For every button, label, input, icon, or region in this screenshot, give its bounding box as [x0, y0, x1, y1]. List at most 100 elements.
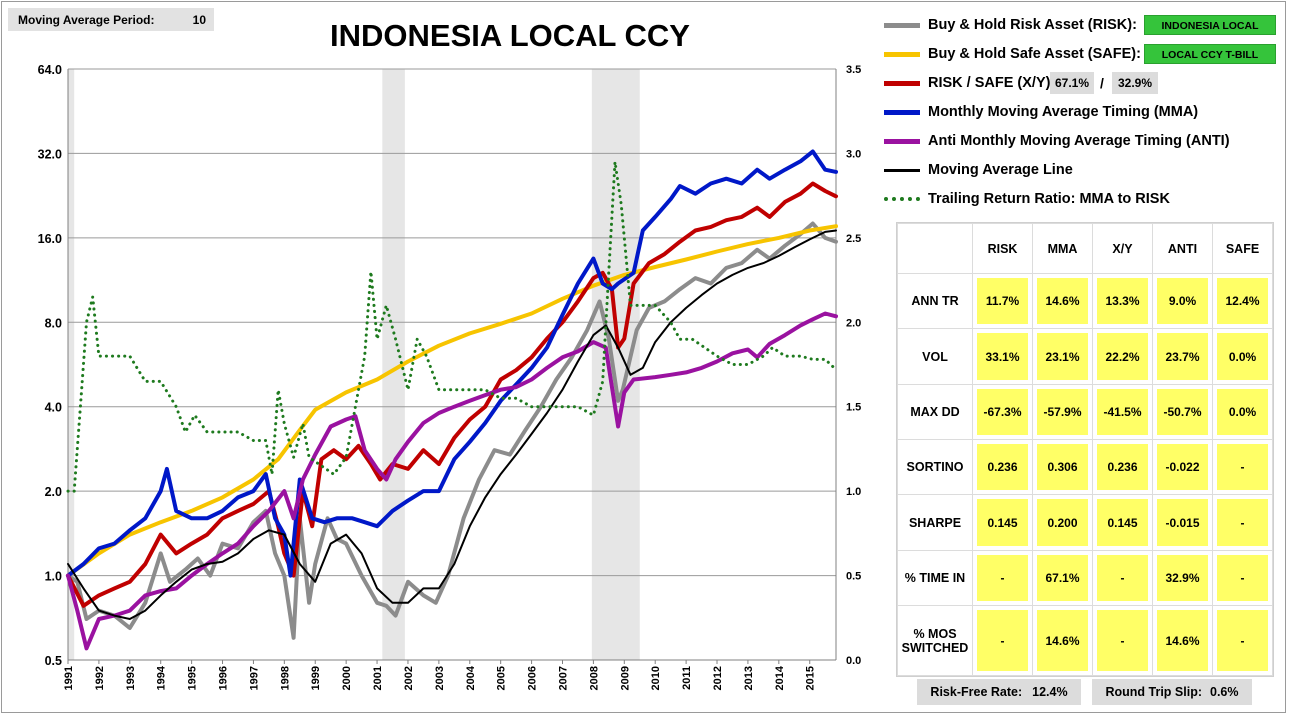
stats-cell: 0.236 [977, 444, 1028, 491]
stats-row-max-dd: MAX DD -67.3% -57.9% -41.5% -50.7% 0.0% [897, 383, 1273, 441]
legend-item-ma-line: Moving Average Line [884, 158, 1073, 182]
x-tick-label: 2001 [372, 666, 384, 690]
risk-asset-tag: INDONESIA LOCAL [1144, 15, 1276, 35]
stats-row-label: SHARPE [897, 494, 973, 551]
y-left-tick-label: 32.0 [38, 147, 62, 161]
stats-cell: 12.4% [1217, 278, 1268, 325]
legend-swatch-risk [884, 22, 920, 28]
risk-free-rate-value: 12.4% [1032, 685, 1068, 699]
legend-label-anti: Anti Monthly Moving Average Timing (ANTI… [928, 133, 1230, 149]
series-risk-line [66, 221, 838, 640]
ma-period-box: Moving Average Period: 10 [8, 8, 214, 31]
stats-header-row: RISK MMA X/Y ANTI SAFE [897, 223, 1273, 274]
stats-cell: - [1097, 610, 1148, 671]
stats-cell: 14.6% [1157, 610, 1208, 671]
x-tick-label: 2007 [557, 666, 569, 690]
stats-cell: -41.5% [1097, 388, 1148, 436]
stats-cell: - [977, 610, 1028, 671]
x-tick-label: 2014 [774, 665, 786, 690]
stats-cell: 13.3% [1097, 278, 1148, 325]
stats-cell: 33.1% [977, 333, 1028, 380]
stats-cell: - [1217, 499, 1268, 546]
legend-item-safe: Buy & Hold Safe Asset (SAFE): [884, 42, 1141, 66]
legend-item-risk: Buy & Hold Risk Asset (RISK): [884, 13, 1137, 37]
stats-row-label: VOL [897, 328, 973, 385]
legend-swatch-anti [884, 138, 920, 144]
y-right-tick-label: 2.0 [846, 317, 861, 329]
stats-cell: 0.145 [977, 499, 1028, 546]
stats-cell: 14.6% [1037, 278, 1088, 325]
stats-row-vol: VOL 33.1% 23.1% 22.2% 23.7% 0.0% [897, 328, 1273, 385]
legend-label-ma-line: Moving Average Line [928, 162, 1073, 178]
recession-band [591, 69, 640, 660]
y-right-tick-label: 1.5 [846, 402, 861, 414]
x-tick-label: 1997 [248, 666, 260, 690]
stats-cell: - [1217, 610, 1268, 671]
y-right-tick-label: 3.5 [846, 64, 861, 76]
stats-cell: 0.306 [1037, 444, 1088, 491]
ma-period-label: Moving Average Period: [18, 12, 155, 27]
stats-cell: 32.9% [1157, 554, 1208, 602]
y-left-tick-label: 64.0 [38, 63, 62, 77]
stats-row-mos-switched: % MOS SWITCHED - 14.6% - 14.6% - [897, 605, 1273, 676]
x-tick-label: 2015 [805, 666, 817, 690]
legend-swatch-mma [884, 109, 920, 115]
stats-row-sharpe: SHARPE 0.145 0.200 0.145 -0.015 - [897, 494, 1273, 551]
stats-row-label: ANN TR [897, 272, 973, 330]
xy-safe-pct: 32.9% [1112, 72, 1158, 94]
legend-item-ratio: Trailing Return Ratio: MMA to RISK [884, 187, 1170, 211]
x-tick-label: 2000 [341, 666, 353, 690]
x-tick-label: 2010 [650, 666, 662, 690]
y-left-tick-label: 0.5 [45, 654, 62, 668]
stats-col-header: SAFE [1212, 223, 1273, 274]
x-tick-label: 2013 [743, 666, 755, 690]
stats-row-label: SORTINO [897, 439, 973, 496]
stats-cell: - [1217, 554, 1268, 602]
y-right-tick-label: 0.0 [846, 655, 861, 667]
stats-col-header: ANTI [1152, 223, 1213, 274]
stats-row-label: % MOS SWITCHED [897, 605, 973, 676]
stats-cell: 23.1% [1037, 333, 1088, 380]
x-tick-label: 2006 [527, 666, 539, 690]
stats-cell: -0.022 [1157, 444, 1208, 491]
x-tick-label: 1991 [63, 666, 75, 690]
x-tick-label: 2003 [434, 666, 446, 690]
risk-free-rate-label: Risk-Free Rate: [930, 685, 1023, 699]
stats-row-time-in: % TIME IN - 67.1% - 32.9% - [897, 549, 1273, 607]
stats-table: RISK MMA X/Y ANTI SAFE ANN TR 11.7% 14.6… [896, 222, 1274, 677]
series-mma-line [66, 149, 838, 578]
stats-cell: 14.6% [1037, 610, 1088, 671]
stats-cell: 11.7% [977, 278, 1028, 325]
stats-cell: 0.0% [1217, 333, 1268, 380]
xy-risk-pct: 67.1% [1050, 72, 1094, 94]
stats-row-ann-tr: ANN TR 11.7% 14.6% 13.3% 9.0% 12.4% [897, 272, 1273, 330]
stats-cell: 22.2% [1097, 333, 1148, 380]
stats-row-label: MAX DD [897, 383, 973, 441]
x-tick-label: 1998 [279, 666, 291, 690]
x-tick-label: 1993 [125, 666, 137, 690]
y-left-tick-label: 4.0 [45, 401, 62, 415]
x-tick-label: 1995 [187, 666, 199, 690]
risk-free-rate-box: Risk-Free Rate: 12.4% [917, 679, 1081, 705]
stats-cell: 0.200 [1037, 499, 1088, 546]
stats-cell: 23.7% [1157, 333, 1208, 380]
legend-swatch-safe [884, 51, 920, 57]
round-trip-slip-label: Round Trip Slip: [1105, 685, 1202, 699]
y-left-tick-label: 2.0 [45, 485, 62, 499]
stats-col-header: X/Y [1092, 223, 1153, 274]
safe-asset-tag: LOCAL CCY T-BILL [1144, 44, 1276, 64]
line-chart: 0.5 1.0 2.0 4.0 8.0 16.0 32.0 64.0 0.0 0.5 1.0 1.5 2… [38, 63, 862, 690]
legend-swatch-xy [884, 80, 920, 86]
stats-cell: 0.145 [1097, 499, 1148, 546]
y-right-tick-label: 2.5 [846, 233, 861, 245]
legend-label-xy: RISK / SAFE (X/Y): [928, 75, 1056, 91]
stats-cell: 9.0% [1157, 278, 1208, 325]
ma-period-value: 10 [192, 12, 206, 27]
stats-col-header: MMA [1032, 223, 1093, 274]
stats-corner [897, 223, 973, 274]
legend-item-mma: Monthly Moving Average Timing (MMA) [884, 100, 1198, 124]
y-right-tick-label: 1.0 [846, 486, 861, 498]
chart-title: INDONESIA LOCAL CCY [330, 18, 690, 53]
legend-swatch-ma-line [884, 168, 920, 172]
x-tick-label: 2011 [681, 666, 693, 690]
